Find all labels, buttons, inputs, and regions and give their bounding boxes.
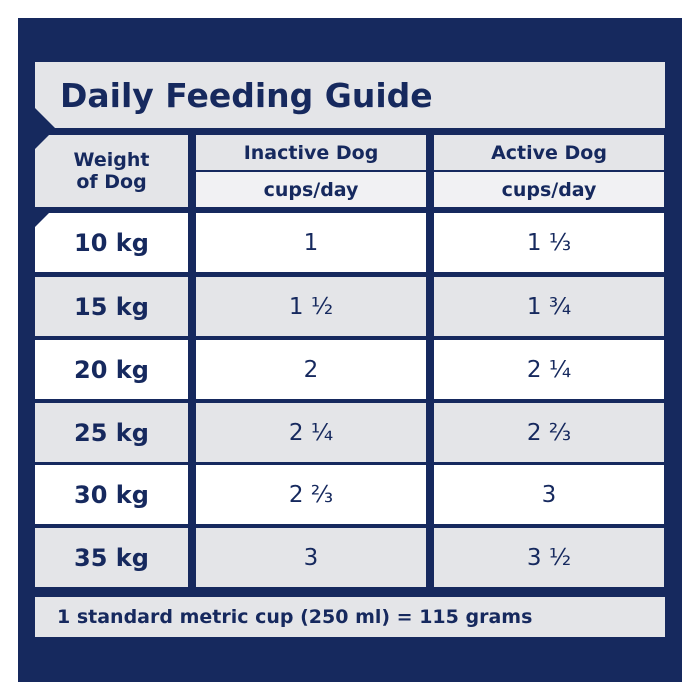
weight-cell: 25 kg <box>35 403 188 462</box>
amount-cell: 1 ⅓ <box>434 213 664 272</box>
amount-cell: 2 ⅔ <box>196 465 426 524</box>
amount-cell: 2 ⅔ <box>434 403 664 462</box>
unit-header: cups/day <box>196 172 426 207</box>
weight-cell: 20 kg <box>35 340 188 399</box>
amount-cell: 2 ¼ <box>434 340 664 399</box>
weight-cell: 15 kg <box>35 277 188 336</box>
footnote: 1 standard metric cup (250 ml) = 115 gra… <box>35 597 665 637</box>
weight-cell: 30 kg <box>35 465 188 524</box>
amount-cell: 3 ½ <box>434 528 664 587</box>
amount-cell: 2 <box>196 340 426 399</box>
amount-cell: 1 ¾ <box>434 277 664 336</box>
weight-cell: 35 kg <box>35 528 188 587</box>
amount-cell: 2 ¼ <box>196 403 426 462</box>
column-header: Inactive Dog <box>196 135 426 170</box>
amount-cell: 1 <box>196 213 426 272</box>
title: Daily Feeding Guide <box>35 62 665 128</box>
weight-header: Weight of Dog <box>35 135 188 207</box>
amount-cell: 1 ½ <box>196 277 426 336</box>
weight-cell: 10 kg <box>35 213 188 272</box>
unit-header: cups/day <box>434 172 664 207</box>
amount-cell: 3 <box>434 465 664 524</box>
amount-cell: 3 <box>196 528 426 587</box>
column-header: Active Dog <box>434 135 664 170</box>
